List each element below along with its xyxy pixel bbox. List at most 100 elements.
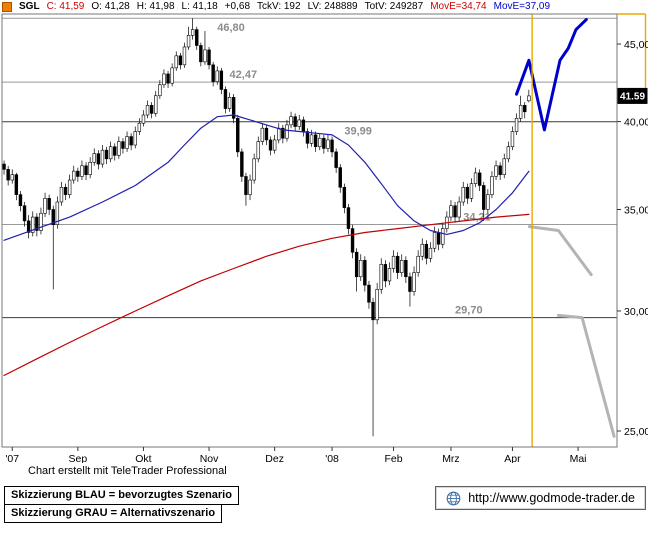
candle-body [96,153,101,165]
candle-body [506,146,511,160]
quote-segment: L: 41,18 [181,1,218,12]
candle-body [162,73,166,86]
candle-body [47,197,51,210]
candle-body [441,228,445,245]
candle-body [313,134,318,148]
candle-body [293,116,297,127]
candle-body [281,127,285,139]
candle-body [129,136,133,146]
sketch-gray-scenario [556,313,616,438]
candle-body [338,167,342,188]
candle-body [154,95,158,114]
candle-body [186,35,191,48]
candle-body [166,73,170,84]
candle-body [326,139,330,149]
candle-body [10,174,14,181]
candle-body [523,105,527,113]
candle-body [408,276,412,292]
website-url: http://www.godmode-trader.de [468,491,635,505]
footer-row: Skizzierung BLAU = bevorzugtes Szenario … [0,486,648,523]
candle-body [137,122,142,132]
candle-body [117,141,121,156]
quote-bar: SGL C: 41,59 O: 41,28 H: 41,98 L: 41,18 +0,68… [0,0,648,13]
candle-body [22,205,27,222]
candle-body [178,55,183,66]
candle-body [80,165,84,177]
quote-segment: TckV: 192 [257,1,301,12]
candle-body [473,172,478,184]
candle-body [248,179,252,195]
candle-body [514,117,519,132]
y-tick-label: 40,00 [624,117,648,129]
candle-body [2,163,6,170]
y-tick-label: 45,00 [624,39,648,51]
moving-average-red [3,213,530,377]
candle-body [461,186,465,203]
candle-body [31,216,35,233]
candle-body [88,162,92,175]
moving-average-blue [3,114,530,241]
candle-body [285,124,289,139]
quote-segment: H: 41,98 [136,1,175,12]
candle-body [404,260,408,278]
legend-blue-scenario: Skizzierung BLAU = bevorzugtes Szenario [4,486,239,505]
candle-body [264,127,269,141]
candle-body [18,194,23,207]
candle-body [141,114,146,124]
candle-body [170,67,174,84]
candle-body [190,29,195,36]
candle-body [391,255,396,269]
quote-segment: MovE=34,74 [430,1,487,12]
candle-body [43,197,47,214]
candle-body [305,131,310,144]
candle-body [486,194,490,210]
y-tick-label: 25,00 [624,426,648,438]
scenario-legend: Skizzierung BLAU = bevorzugtes Szenario … [4,486,239,523]
candle-body [518,105,523,119]
candle-body [231,97,236,119]
quote-segment: O: 41,28 [91,1,130,12]
candle-body [469,183,474,199]
candle-body [92,153,96,163]
candle-body [297,119,301,127]
candle-body [334,151,338,168]
candle-body [133,131,137,146]
candle-body [55,201,60,226]
x-tick-label: Okt [135,453,151,463]
candle-body [494,165,498,177]
x-tick-label: Apr [504,453,521,463]
candle-body [72,170,76,181]
candle-body [121,141,125,149]
candle-body [215,70,219,82]
legend-gray-scenario: Skizzierung GRAU = Alternativszenario [4,504,223,523]
price-chart-canvas[interactable]: 46,8042,4739,9934,2129,7045,0040,0035,00… [0,13,648,463]
candle-body [277,127,281,141]
candle-body [252,158,256,181]
website-link[interactable]: http://www.godmode-trader.de [435,486,646,510]
candle-body [465,186,470,199]
last-price-label: 41.59 [620,92,645,103]
y-tick-label: 35,00 [624,204,648,216]
quote-segment: MovE=37,09 [493,1,551,12]
candle-body [318,137,322,148]
candle-body [400,260,404,273]
candle-body [457,201,461,218]
candle-body [350,228,355,253]
last-price-box [617,87,648,104]
candle-body [244,176,248,195]
candle-body [145,105,150,116]
x-tick-label: Mrz [442,453,460,463]
x-tick-label: Dez [265,453,284,463]
candle-body [174,55,178,69]
candle-body [219,70,224,90]
candle-body [39,212,43,231]
candle-body [371,301,375,321]
candle-body [240,151,244,177]
credit-text: Chart erstellt mit TeleTrader Profession… [28,465,227,477]
candle-body [449,205,453,218]
candle-body [367,284,371,303]
candle-body [354,251,359,278]
candle-body [272,139,277,151]
candle-body [527,95,531,102]
